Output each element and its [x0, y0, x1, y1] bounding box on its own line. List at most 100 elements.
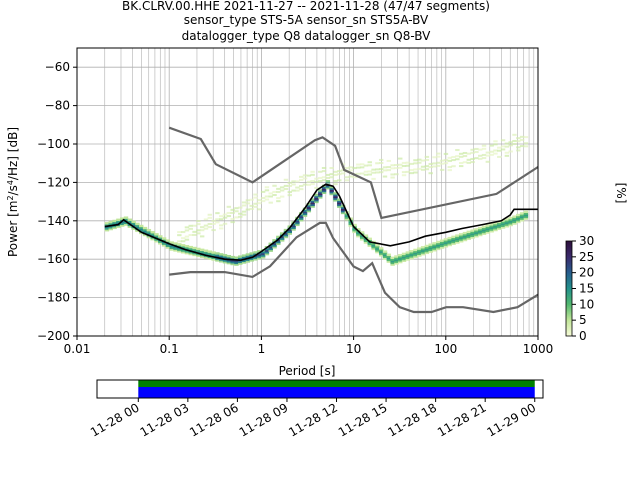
density-cell — [276, 200, 281, 203]
density-cell — [268, 192, 273, 195]
density-cell — [226, 211, 232, 214]
density-cell — [321, 189, 327, 193]
density-cell — [306, 180, 312, 183]
density-cell — [253, 256, 258, 259]
density-cell — [401, 252, 407, 256]
density-cell — [279, 237, 285, 240]
density-cell — [207, 213, 213, 216]
density-cell — [112, 219, 117, 223]
density-cell — [112, 226, 117, 230]
density-cell — [436, 161, 441, 164]
density-cell — [447, 159, 452, 162]
density-cell — [184, 235, 190, 238]
density-cell — [356, 172, 361, 175]
density-cell — [432, 243, 437, 247]
density-cell — [436, 245, 441, 249]
timeline-tick-label: 11-28 21 — [435, 400, 489, 439]
density-cell — [443, 243, 449, 246]
density-cell — [127, 225, 133, 228]
density-cell — [508, 222, 513, 225]
density-cell — [470, 229, 475, 232]
density-cell — [321, 186, 327, 189]
density-cell — [211, 222, 216, 225]
density-cell — [519, 212, 525, 215]
y-tick-label: −120 — [37, 175, 70, 189]
density-cell — [257, 202, 262, 205]
density-cell — [131, 224, 136, 227]
density-cell — [485, 151, 491, 154]
density-cell — [329, 167, 334, 170]
density-cell — [253, 193, 258, 196]
density-cell — [154, 234, 159, 238]
density-cell — [497, 225, 502, 229]
density-cell — [458, 236, 464, 240]
density-cell — [489, 223, 494, 226]
density-cell — [474, 229, 479, 233]
plot-frame — [76, 47, 539, 337]
density-cell — [478, 233, 483, 237]
density-cell — [299, 217, 304, 220]
density-cell — [222, 222, 228, 225]
density-cell — [451, 155, 456, 158]
density-cell — [363, 173, 369, 176]
density-cell — [375, 168, 380, 171]
density-cell — [470, 157, 475, 160]
density-cell — [325, 181, 331, 185]
density-cell — [180, 237, 186, 240]
density-cell — [146, 228, 152, 232]
density-cell — [238, 215, 243, 218]
density-cell — [344, 179, 350, 182]
density-cell — [485, 154, 491, 157]
density-cell — [264, 198, 270, 201]
density-cell — [230, 218, 235, 221]
density-cell — [150, 232, 155, 236]
density-cell — [466, 161, 471, 164]
density-cell — [314, 177, 319, 180]
density-cell — [405, 164, 411, 167]
density-cell — [371, 244, 376, 247]
density-cell — [436, 240, 441, 244]
density-cell — [318, 180, 323, 183]
density-cell — [481, 153, 487, 156]
density-cell — [439, 244, 445, 248]
density-cell — [158, 242, 163, 245]
density-cell — [306, 183, 312, 186]
density-cell — [279, 195, 285, 198]
density-cell — [287, 228, 292, 232]
density-cell — [367, 239, 372, 242]
density-cell — [226, 261, 232, 265]
y-tick-label: −80 — [45, 99, 70, 113]
density-cell — [257, 253, 262, 257]
density-cell — [329, 191, 334, 194]
density-cell — [135, 222, 140, 226]
density-cell — [131, 227, 136, 230]
density-cell — [466, 152, 471, 155]
density-cell — [436, 242, 441, 245]
density-cell — [245, 202, 251, 205]
density-cell — [390, 261, 395, 265]
density-cell — [154, 240, 159, 243]
density-cell — [177, 240, 182, 243]
colorbar-label: [%] — [614, 183, 628, 204]
density-cell — [428, 166, 433, 169]
density-cell — [390, 164, 395, 167]
density-cell — [409, 256, 414, 260]
density-cell — [295, 189, 300, 192]
density-cell — [268, 249, 273, 252]
title-line-1: BK.CLRV.00.HHE 2021-11-27 -- 2021-11-28 … — [122, 0, 490, 13]
density-cell — [451, 159, 456, 162]
density-cell — [409, 255, 414, 258]
density-cell — [276, 197, 281, 200]
density-cell — [382, 250, 388, 253]
density-cell — [451, 237, 456, 240]
density-cell — [329, 185, 334, 189]
density-cell — [226, 205, 232, 208]
density-cell — [135, 224, 140, 227]
density-cell — [230, 208, 235, 211]
density-cell — [234, 261, 239, 265]
density-cell — [119, 222, 125, 226]
colorbar-tick-label: 0 — [579, 329, 587, 343]
density-cell — [462, 238, 468, 242]
density-cell — [401, 165, 407, 168]
